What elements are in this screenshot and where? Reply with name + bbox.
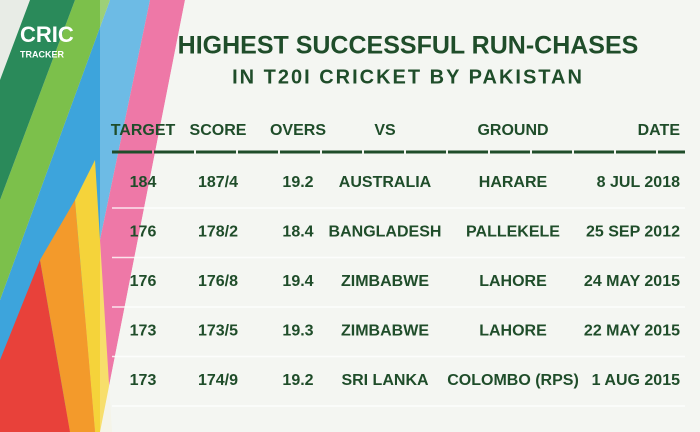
stripe — [0, 260, 70, 432]
cell: 173 — [130, 372, 157, 389]
cell: 8 JUL 2018 — [597, 174, 680, 191]
cell: 25 SEP 2012 — [586, 224, 680, 241]
stripe — [75, 160, 112, 432]
cell: 178/2 — [198, 224, 238, 241]
cell: ZIMBABWE — [341, 323, 429, 340]
cell: PALLEKELE — [466, 224, 560, 241]
title: HIGHEST SUCCESSFUL RUN-CHASES — [178, 32, 639, 60]
overlay — [100, 0, 700, 432]
logo-top: CRIC — [20, 22, 74, 47]
cell: 176/8 — [198, 273, 238, 290]
cell: 173/5 — [198, 323, 238, 340]
cell: 19.3 — [282, 323, 313, 340]
cell: LAHORE — [479, 323, 547, 340]
column-header: GROUND — [477, 122, 548, 139]
cell: SRI LANKA — [341, 372, 429, 389]
cell: 24 MAY 2015 — [584, 273, 680, 290]
cell: 19.4 — [282, 273, 313, 290]
table: TARGET SCORE OVERS VS GROUND DATE 184 187/4 19.2… — [111, 122, 685, 407]
cell: 19.2 — [282, 372, 313, 389]
cell: 19.2 — [282, 174, 313, 191]
cell: ZIMBABWE — [341, 273, 429, 290]
stripe — [0, 0, 75, 200]
cell: BANGLADESH — [329, 224, 442, 241]
column-header: OVERS — [270, 122, 326, 139]
cell: 176 — [130, 224, 157, 241]
cell: AUSTRALIA — [339, 174, 432, 191]
column-header: SCORE — [190, 122, 247, 139]
cell: 184 — [130, 174, 157, 191]
cell: 22 MAY 2015 — [584, 323, 680, 340]
stripe — [0, 0, 110, 300]
cell: 176 — [130, 273, 157, 290]
cell: 174/9 — [198, 372, 238, 389]
cell: LAHORE — [479, 273, 547, 290]
cell: 187/4 — [198, 174, 238, 191]
column-header: TARGET — [111, 122, 176, 139]
stripe — [40, 200, 95, 432]
subtitle: IN T20I CRICKET BY PAKISTAN — [232, 66, 584, 88]
column-header: DATE — [638, 122, 681, 139]
cell: COLOMBO (RPS) — [447, 372, 579, 389]
cell: HARARE — [479, 174, 548, 191]
column-header: VS — [374, 122, 396, 139]
overlay — [100, 0, 700, 432]
cell: 1 AUG 2015 — [592, 372, 680, 389]
logo-bottom: TRACKER — [20, 49, 64, 59]
cell: 173 — [130, 323, 157, 340]
cell: 18.4 — [282, 224, 313, 241]
